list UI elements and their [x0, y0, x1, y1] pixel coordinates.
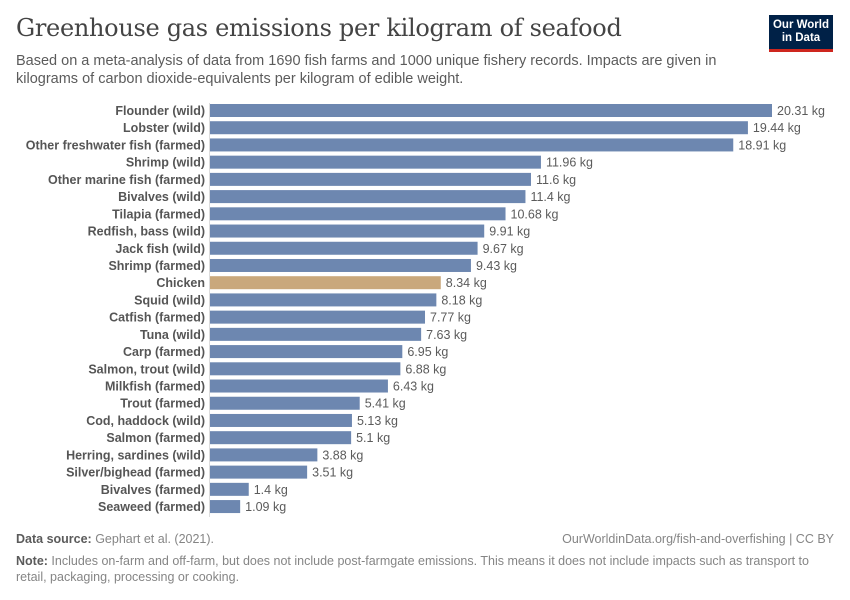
value-label: 9.91 kg [489, 225, 530, 239]
category-label: Other freshwater fish (farmed) [26, 138, 205, 152]
owid-logo[interactable]: Our World in Data [769, 15, 833, 52]
category-label: Shrimp (wild) [126, 156, 205, 170]
category-label: Tilapia (farmed) [112, 207, 205, 221]
value-label: 5.1 kg [356, 431, 390, 445]
category-label: Flounder (wild) [115, 104, 205, 118]
category-label: Shrimp (farmed) [108, 259, 205, 273]
chart-note: Note: Includes on-farm and off-farm, but… [16, 553, 826, 585]
value-label: 5.41 kg [365, 397, 406, 411]
value-label: 9.43 kg [476, 259, 517, 273]
data-source: Data source: Gephart et al. (2021). [16, 532, 214, 546]
category-label: Silver/bighead (farmed) [66, 466, 205, 480]
logo-line-2: in Data [781, 32, 821, 44]
value-label: 6.95 kg [407, 345, 448, 359]
value-label: 8.18 kg [441, 293, 482, 307]
value-label: 6.43 kg [393, 380, 434, 394]
bar[interactable] [210, 104, 772, 117]
category-label: Jack fish (wild) [115, 242, 205, 256]
category-label: Catfish (farmed) [109, 311, 205, 325]
bar[interactable] [210, 190, 526, 204]
category-label: Milkfish (farmed) [105, 380, 205, 394]
bar[interactable] [210, 293, 437, 307]
category-label: Herring, sardines (wild) [66, 448, 205, 462]
data-source-label: Data source: [16, 532, 92, 546]
category-label: Salmon, trout (wild) [88, 362, 205, 376]
bar[interactable] [210, 379, 388, 393]
value-label: 8.34 kg [446, 276, 487, 290]
category-label: Squid (wild) [134, 293, 205, 307]
bar[interactable] [210, 431, 352, 445]
value-label: 3.88 kg [322, 448, 363, 462]
value-label: 9.67 kg [483, 242, 524, 256]
bar[interactable] [210, 327, 422, 341]
category-label: Lobster (wild) [123, 121, 205, 135]
bar[interactable] [210, 138, 734, 152]
value-label: 3.51 kg [312, 466, 353, 480]
bar[interactable] [210, 241, 478, 255]
bar[interactable] [210, 155, 541, 169]
category-label: Trout (farmed) [120, 397, 205, 411]
chart-title: Greenhouse gas emissions per kilogram of… [16, 14, 622, 42]
bar[interactable] [210, 207, 506, 221]
bar[interactable] [210, 172, 531, 186]
note-label: Note: [16, 554, 48, 568]
note-text: Includes on-farm and off-farm, but does … [16, 554, 809, 584]
value-label: 11.6 kg [536, 173, 576, 187]
category-label: Tuna (wild) [140, 328, 205, 342]
bar[interactable] [210, 413, 352, 427]
category-label: Seaweed (farmed) [98, 500, 205, 514]
bar[interactable] [210, 482, 249, 496]
bar[interactable] [210, 500, 241, 514]
bar[interactable] [210, 224, 485, 238]
bar[interactable] [210, 465, 308, 479]
value-label: 10.68 kg [511, 207, 559, 221]
category-label: Chicken [156, 276, 205, 290]
value-label: 18.91 kg [738, 138, 786, 152]
value-label: 1.4 kg [254, 483, 288, 497]
category-label: Bivalves (wild) [118, 190, 205, 204]
value-label: 7.77 kg [430, 311, 471, 325]
value-label: 1.09 kg [245, 500, 286, 514]
category-label: Salmon (farmed) [106, 431, 205, 445]
value-label: 7.63 kg [426, 328, 467, 342]
bar[interactable] [210, 345, 403, 359]
logo-line-1: Our World [772, 19, 829, 31]
value-label: 11.96 kg [546, 156, 593, 170]
bar[interactable] [210, 396, 360, 410]
bar[interactable] [210, 310, 426, 324]
value-label: 20.31 kg [777, 104, 825, 118]
bar[interactable] [210, 121, 748, 135]
category-label: Other marine fish (farmed) [48, 173, 205, 187]
value-label: 5.13 kg [357, 414, 398, 428]
bar-highlighted[interactable] [210, 276, 441, 290]
value-label: 11.4 kg [530, 190, 570, 204]
value-label: 6.88 kg [405, 362, 446, 376]
bar[interactable] [210, 258, 471, 272]
bar[interactable] [210, 362, 401, 376]
chart-subtitle: Based on a meta-analysis of data from 16… [16, 53, 717, 87]
source-url-link[interactable]: OurWorldinData.org/fish-and-overfishing … [562, 532, 834, 546]
category-label: Cod, haddock (wild) [86, 414, 205, 428]
category-label: Bivalves (farmed) [101, 483, 205, 497]
category-label: Redfish, bass (wild) [88, 225, 205, 239]
data-source-text: Gephart et al. (2021). [91, 532, 215, 546]
value-label: 19.44 kg [753, 121, 801, 135]
category-label: Carp (farmed) [123, 345, 205, 359]
bar[interactable] [210, 448, 318, 462]
